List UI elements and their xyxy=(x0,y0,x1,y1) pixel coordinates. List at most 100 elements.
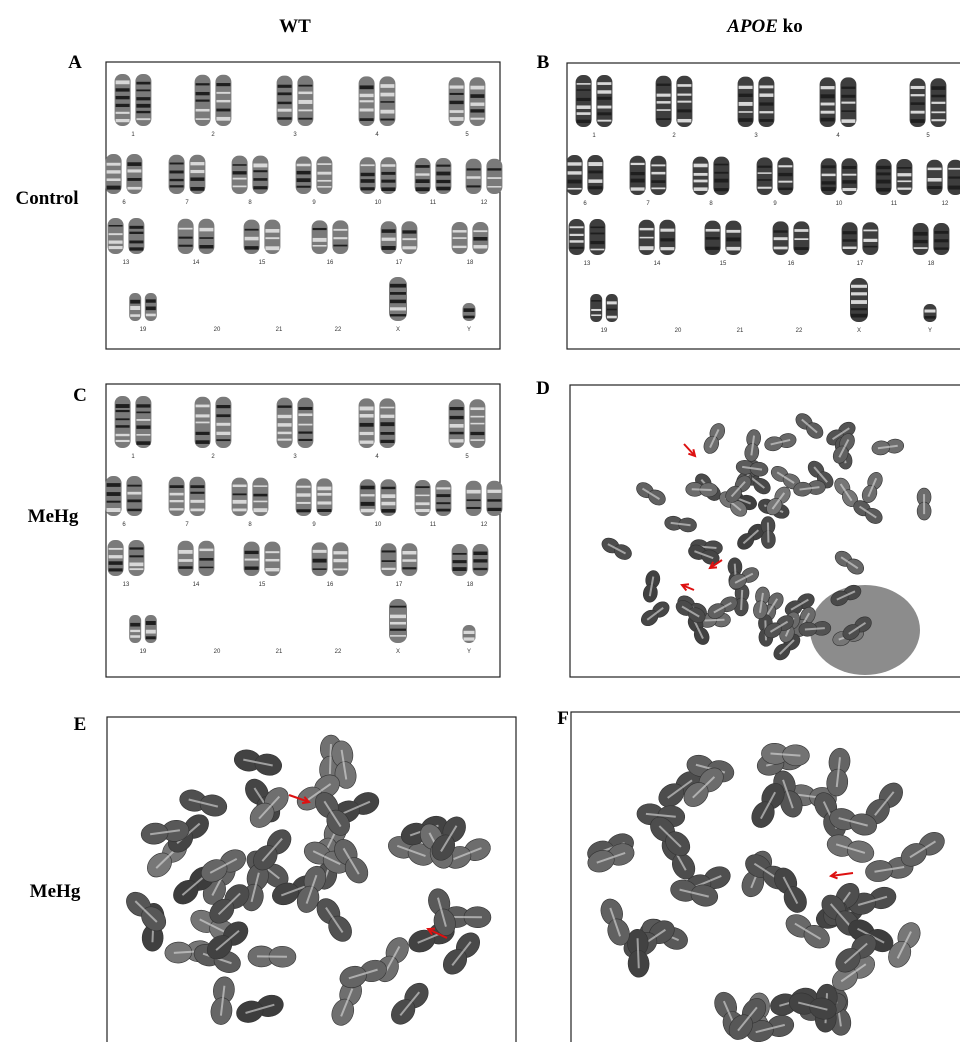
band xyxy=(199,549,213,551)
band xyxy=(948,168,960,170)
band xyxy=(473,559,487,562)
band xyxy=(136,97,150,100)
band xyxy=(313,228,327,230)
band xyxy=(931,102,945,104)
band xyxy=(897,167,911,169)
chromosome-label: Y xyxy=(928,328,932,334)
chromosome-label: 19 xyxy=(140,649,147,655)
band xyxy=(911,86,925,89)
band xyxy=(245,237,259,241)
band xyxy=(127,492,141,495)
band xyxy=(416,509,430,512)
band xyxy=(196,83,210,85)
band xyxy=(381,494,395,498)
band xyxy=(253,508,267,512)
band xyxy=(233,186,247,188)
band xyxy=(146,299,156,302)
band xyxy=(467,176,481,178)
band xyxy=(313,559,327,563)
band xyxy=(450,424,464,428)
band xyxy=(758,166,772,168)
band xyxy=(109,246,123,249)
band xyxy=(265,568,279,571)
band xyxy=(297,493,311,496)
chromatid xyxy=(312,220,328,254)
band xyxy=(464,316,475,319)
chromosome-label: 20 xyxy=(214,649,221,655)
band xyxy=(487,177,501,179)
band xyxy=(127,509,141,511)
band xyxy=(577,120,591,123)
band xyxy=(416,187,430,191)
band xyxy=(821,94,835,98)
band xyxy=(360,94,374,97)
band xyxy=(109,225,123,227)
panel-letter: B xyxy=(537,52,550,73)
band xyxy=(233,178,247,180)
band xyxy=(487,499,501,501)
band xyxy=(588,162,602,166)
band xyxy=(317,180,331,182)
band xyxy=(390,629,406,631)
panel-letter: A xyxy=(68,52,82,73)
band xyxy=(297,171,311,175)
band xyxy=(265,237,279,239)
band xyxy=(821,111,835,114)
band xyxy=(390,307,406,310)
band xyxy=(253,186,267,189)
band xyxy=(297,509,311,512)
band xyxy=(190,485,204,488)
band xyxy=(129,547,143,549)
chromosome-label: 14 xyxy=(193,260,200,266)
band xyxy=(297,486,311,488)
band xyxy=(470,439,484,441)
chromosome-label: 15 xyxy=(720,261,727,267)
band xyxy=(382,229,396,233)
band xyxy=(657,84,671,86)
band xyxy=(778,165,792,167)
band xyxy=(402,559,416,562)
band xyxy=(774,237,788,240)
band xyxy=(470,118,484,120)
chromatid xyxy=(757,157,773,195)
band xyxy=(928,178,942,182)
band xyxy=(390,292,406,295)
band xyxy=(822,187,836,191)
band xyxy=(473,230,487,232)
panel: D xyxy=(536,378,960,677)
chromatid xyxy=(452,544,468,576)
band xyxy=(402,551,416,554)
band xyxy=(190,177,204,180)
chromosome-label: 20 xyxy=(214,327,221,333)
band xyxy=(253,170,267,172)
band xyxy=(116,404,130,408)
chromosome-label: 16 xyxy=(327,582,334,588)
band xyxy=(470,109,484,112)
band xyxy=(127,178,141,181)
band xyxy=(380,415,394,418)
panel: C12345678910111213141516171819202122XY xyxy=(73,384,502,677)
chromosome-label: 17 xyxy=(396,582,403,588)
band xyxy=(416,165,430,168)
band xyxy=(297,502,311,504)
band xyxy=(577,105,591,109)
band xyxy=(925,316,936,319)
band xyxy=(170,185,184,187)
band xyxy=(116,88,130,91)
band xyxy=(360,85,374,89)
band xyxy=(467,168,481,170)
chromosome-label: 22 xyxy=(796,328,803,334)
band xyxy=(199,228,213,232)
band xyxy=(651,164,665,166)
band xyxy=(843,247,857,249)
chromosome-label: 21 xyxy=(737,328,744,334)
band xyxy=(758,172,772,174)
band xyxy=(914,240,928,243)
band xyxy=(714,188,728,191)
band xyxy=(298,439,312,441)
chromatid xyxy=(232,156,248,194)
band xyxy=(714,179,728,183)
band xyxy=(107,492,121,496)
band xyxy=(841,102,855,104)
band xyxy=(179,245,193,247)
